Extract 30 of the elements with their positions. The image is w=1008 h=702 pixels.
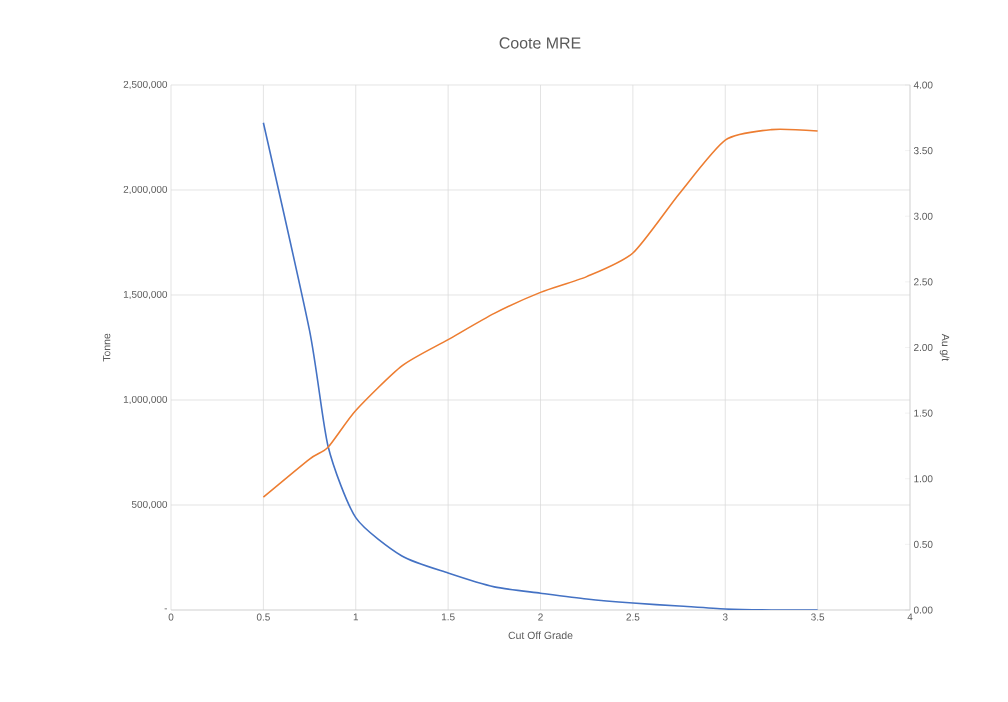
x-tick-label: 3 [722,613,728,621]
chart-title: Coote MRE [499,37,581,49]
y2-tick-label: 0.00 [913,606,933,614]
line-series [262,122,819,610]
x-axis-title: Cut Off Grade [508,631,573,640]
y-tick-label: - [164,608,168,610]
y2-axis-title: Au g/t [939,333,950,362]
y-axis-title: Tonne [103,333,111,362]
y2-tick-label: 1.50 [914,409,933,417]
y-tick-label: 2,500,000 [123,80,168,90]
y2-tick-label: 4.00 [913,81,933,89]
y2-tick-label: 3.00 [913,212,933,220]
line-series [262,128,819,498]
x-tick-label: 2 [538,613,543,621]
y-tick-label: 2,000,000 [123,185,168,195]
y2-tick-label: 2.50 [914,278,933,286]
x-tick-label: 1 [353,613,359,621]
x-tick-label: 0 [168,613,174,621]
y-tick-label: 500,000 [131,500,168,510]
y2-tick-label: 2.00 [914,343,933,352]
x-tick-label: 4 [907,613,913,621]
y2-tick-label: 3.50 [913,147,933,155]
y2-tick-label: 1.00 [914,475,933,483]
x-tick-label: 1.5 [441,613,455,621]
y-tick-label: 1,500,000 [123,290,168,300]
y2-tick-label: 0.50 [913,540,933,548]
x-tick-label: 3.5 [811,613,825,621]
x-tick-label: 0.5 [256,613,270,621]
y-tick-label: 1,000,000 [123,395,168,405]
x-tick-label: 2.5 [626,613,640,621]
